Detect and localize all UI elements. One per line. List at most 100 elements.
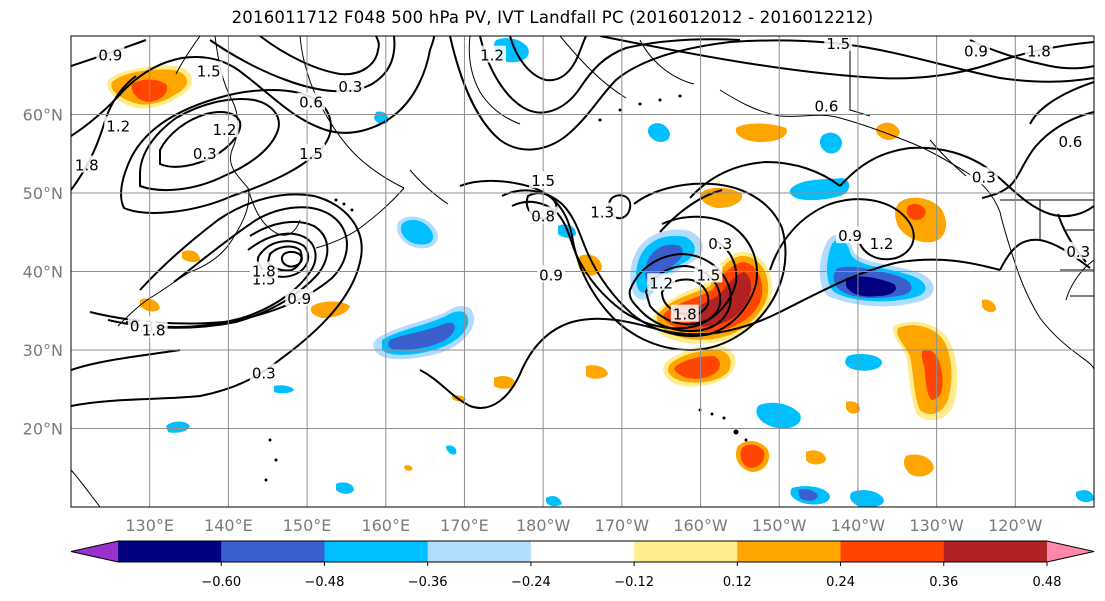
negative-anomaly-blob <box>798 489 818 501</box>
negative-anomaly-blob <box>819 132 842 154</box>
positive-anomaly-blob <box>982 299 996 313</box>
colorbar-tick-label: −0.24 <box>511 575 551 590</box>
colorbar: −0.60 −0.48 −0.36 −0.24 −0.12 0.12 0.24 0.36 0.4… <box>70 540 1095 590</box>
contour-label-backdrop <box>836 226 865 244</box>
colorbar-tick-label: −0.48 <box>305 575 345 590</box>
map-title: 2016011712 F048 500 hPa PV, IVT Landfall… <box>231 8 874 27</box>
island <box>618 108 622 112</box>
island <box>658 98 662 102</box>
contour-label-backdrop <box>647 273 676 291</box>
island <box>274 458 278 462</box>
contour-label: 0.3 <box>972 168 996 186</box>
longitude-label: 150°E <box>283 516 332 535</box>
contour-label: 1.2 <box>480 47 504 65</box>
colorbar-outline <box>70 540 1095 563</box>
negative-anomaly-blob <box>388 322 455 351</box>
contour-label: 1.2 <box>213 121 237 139</box>
colorbar-tick-label: −0.60 <box>201 575 241 590</box>
longitude-label: 140°W <box>831 516 886 535</box>
contour-label: 0.3 <box>193 145 217 163</box>
pv-contour <box>689 160 841 199</box>
colorbar-segment <box>840 541 945 562</box>
coastline <box>929 139 967 177</box>
islands <box>264 94 748 482</box>
pv-contour <box>769 198 915 271</box>
pv-contour <box>71 75 137 191</box>
positive-anomaly-blob <box>806 450 826 465</box>
pv-contour <box>628 252 732 332</box>
contour-label-backdrop <box>670 304 699 322</box>
contour-label-backdrop <box>249 363 278 381</box>
pv-contour <box>479 36 741 114</box>
contour-label-backdrop <box>139 320 168 338</box>
positive-anomaly-blob <box>674 356 720 379</box>
pv-contour <box>139 97 280 192</box>
contour-label: 1.8 <box>252 263 276 281</box>
colorbar-tick-label: 0.12 <box>723 575 752 590</box>
contour-label: 1.5 <box>826 35 850 53</box>
positive-anomaly-blob <box>740 444 765 468</box>
contour-label-backdrop <box>297 92 326 110</box>
island <box>598 118 602 122</box>
contour-label-backdrop <box>824 36 853 51</box>
contour-label: 0.3 <box>252 365 276 383</box>
contour-label: 1.8 <box>75 157 99 175</box>
longitude-label: 170°E <box>440 516 489 535</box>
pv-contour <box>256 240 310 278</box>
coastline <box>1065 259 1094 301</box>
contour-label: 0.9 <box>838 227 862 245</box>
island <box>733 429 739 435</box>
graticule <box>71 36 1094 507</box>
negative-anomaly-blob <box>756 402 801 429</box>
longitude-label: 130°E <box>125 516 174 535</box>
contour-label-backdrop <box>694 265 723 283</box>
coastline <box>71 469 101 507</box>
contour-label: 1.2 <box>870 235 894 253</box>
contour-label: 1.8 <box>142 321 166 339</box>
latitude-labels: 60°N 50°N 40°N 30°N 20°N <box>23 106 63 439</box>
latitude-label: 60°N <box>23 106 63 125</box>
positive-anomaly-blob <box>906 204 926 220</box>
map-frame <box>70 35 1095 508</box>
contour-label: 1.5 <box>299 145 323 163</box>
pv-contour <box>981 111 1094 199</box>
negative-anomaly-blob <box>274 385 294 394</box>
colorbar-segment <box>737 541 842 562</box>
negative-anomaly-blob <box>166 421 190 433</box>
contour-label-backdrop <box>96 45 125 63</box>
colorbar-extend-min <box>71 541 118 562</box>
negative-anomaly-blob <box>647 123 670 142</box>
contour-label: 0.6 <box>815 98 839 116</box>
coastline <box>117 36 250 327</box>
colorbar-segment <box>530 541 635 562</box>
pv-contour <box>449 36 1094 151</box>
colorbar-segment <box>427 541 532 562</box>
contour-label-backdrop <box>72 155 101 173</box>
colorbar-segment <box>221 541 325 562</box>
pv-contour <box>259 36 380 76</box>
contour-label-backdrop <box>867 234 896 252</box>
negative-anomaly-blob <box>850 490 884 507</box>
contour-label-backdrop <box>1024 41 1053 59</box>
coastline <box>559 36 627 99</box>
pv-contour <box>89 206 348 325</box>
contour-labels: 0.91.51.21.80.31.21.50.60.31.51.80.90.31… <box>72 35 1093 383</box>
island <box>710 412 714 416</box>
longitude-label: 160°E <box>361 516 410 535</box>
pv-contour <box>511 200 738 330</box>
island <box>268 438 272 442</box>
contour-label: 0.9 <box>539 266 563 284</box>
colorbar-extend-max <box>1047 541 1094 562</box>
contour-label-backdrop <box>537 265 566 283</box>
positive-anomaly-blob <box>404 465 413 471</box>
contour-label-backdrop <box>336 77 365 95</box>
colorbar-tick-label: 0.24 <box>826 575 855 590</box>
contour-label-backdrop <box>249 261 278 279</box>
contour-label-backdrop <box>297 143 326 161</box>
negative-anomaly-blob <box>846 276 897 297</box>
positive-anomaly-blob <box>846 401 860 414</box>
island <box>638 102 642 106</box>
longitude-labels: 130°E 140°E 150°E 160°E 170°E 180°W 170°W 160°W… <box>125 516 1042 535</box>
contour-label: 0.9 <box>964 43 988 61</box>
pv-contour <box>209 36 396 93</box>
